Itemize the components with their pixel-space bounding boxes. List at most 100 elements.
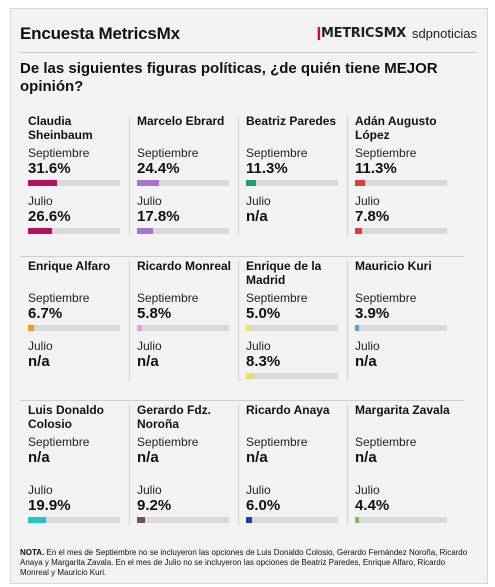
candidate-name: Margarita Zavala bbox=[355, 403, 450, 417]
julio-value: 17.8% bbox=[137, 208, 180, 225]
julio-label: Julio bbox=[137, 339, 162, 353]
septiembre-value: n/a bbox=[137, 449, 159, 466]
column-divider bbox=[347, 116, 348, 236]
candidate-name: Enrique Alfaro bbox=[28, 259, 111, 273]
column-divider bbox=[347, 261, 348, 381]
candidate-card: Mauricio Kuri Septiembre 3.9% Julio n/a bbox=[347, 257, 447, 393]
column-divider bbox=[129, 116, 130, 236]
candidate-card: Margarita Zavala Septiembre n/a Julio 4.4% bbox=[347, 401, 450, 537]
page-title: Encuesta MetricsMx bbox=[20, 24, 180, 43]
julio-value: n/a bbox=[28, 353, 50, 370]
septiembre-value: 11.3% bbox=[355, 160, 397, 177]
candidate-name: Gerardo Fdz. Noroña bbox=[137, 403, 212, 431]
candidate-card: Enrique de la Madrid Septiembre 5.0% Julio 8… bbox=[238, 257, 338, 393]
julio-bar bbox=[28, 228, 53, 234]
septiembre-bar bbox=[28, 325, 35, 331]
septiembre-label: Septiembre bbox=[137, 146, 199, 160]
julio-label: Julio bbox=[246, 194, 271, 208]
julio-value: 9.2% bbox=[137, 497, 172, 514]
septiembre-bar-track bbox=[28, 180, 120, 186]
julio-label: Julio bbox=[137, 483, 162, 497]
julio-label: Julio bbox=[28, 483, 53, 497]
septiembre-bar-track bbox=[137, 180, 229, 186]
column-divider bbox=[238, 405, 239, 525]
candidate-card: Ricardo Monreal Septiembre 5.8% Julio n/a bbox=[129, 257, 231, 393]
julio-bar bbox=[137, 228, 154, 234]
septiembre-bar-track bbox=[246, 325, 338, 331]
septiembre-bar bbox=[246, 180, 257, 186]
septiembre-label: Septiembre bbox=[246, 146, 308, 160]
septiembre-value: 5.8% bbox=[137, 305, 172, 322]
septiembre-bar bbox=[137, 325, 143, 331]
septiembre-bar-track bbox=[355, 325, 447, 331]
septiembre-label: Septiembre bbox=[246, 435, 308, 449]
brand-logos: ǀMETRICSMX sdpnoticias bbox=[316, 26, 477, 41]
julio-value: n/a bbox=[355, 353, 377, 370]
candidate-name: Ricardo Anaya bbox=[246, 403, 330, 417]
julio-label: Julio bbox=[28, 339, 53, 353]
candidate-card: Marcelo Ebrard Septiembre 24.4% Julio 17.8% bbox=[129, 112, 229, 248]
julio-bar-track bbox=[28, 517, 120, 523]
julio-value: 8.3% bbox=[246, 353, 281, 370]
septiembre-value: n/a bbox=[355, 449, 377, 466]
candidates-row-2: Enrique Alfaro Septiembre 6.7% Julio n/a Rica… bbox=[20, 256, 464, 381]
column-divider bbox=[238, 261, 239, 381]
septiembre-bar-track bbox=[246, 180, 338, 186]
candidate-name: Enrique de la Madrid bbox=[246, 259, 322, 287]
julio-value: 6.0% bbox=[246, 497, 281, 514]
septiembre-value: 5.0% bbox=[246, 305, 281, 322]
metricsmx-logo: ǀMETRICSMX bbox=[316, 26, 406, 41]
candidate-card: Adán Augusto López Septiembre 11.3% Julio 7.… bbox=[347, 112, 447, 248]
septiembre-value: 6.7% bbox=[28, 305, 63, 322]
septiembre-bar-track bbox=[137, 325, 229, 331]
candidate-name: Luis Donaldo Colosio bbox=[28, 403, 104, 431]
julio-bar-track bbox=[137, 517, 229, 523]
julio-label: Julio bbox=[137, 194, 162, 208]
julio-value: n/a bbox=[137, 353, 159, 370]
column-divider bbox=[347, 405, 348, 525]
survey-question: De las siguientes figuras políticas, ¿de… bbox=[20, 60, 438, 95]
julio-value: n/a bbox=[246, 208, 268, 225]
septiembre-bar bbox=[246, 325, 251, 331]
septiembre-bar-track bbox=[28, 325, 120, 331]
septiembre-value: n/a bbox=[246, 449, 268, 466]
julio-bar-track bbox=[355, 228, 447, 234]
candidate-name: Mauricio Kuri bbox=[355, 259, 432, 273]
septiembre-label: Septiembre bbox=[137, 291, 199, 305]
septiembre-label: Septiembre bbox=[28, 146, 90, 160]
septiembre-label: Septiembre bbox=[246, 291, 308, 305]
julio-bar bbox=[28, 517, 47, 523]
candidates-row-3: Luis Donaldo Colosio Septiembre n/a Julio 19… bbox=[20, 400, 464, 525]
septiembre-label: Septiembre bbox=[355, 146, 417, 160]
julio-label: Julio bbox=[246, 339, 271, 353]
candidate-name: Ricardo Monreal bbox=[137, 259, 232, 273]
julio-value: 26.6% bbox=[28, 208, 71, 225]
julio-label: Julio bbox=[246, 483, 271, 497]
julio-bar bbox=[137, 517, 146, 523]
candidate-name: Beatriz Paredes bbox=[246, 114, 337, 128]
candidate-card: Claudia Sheinbaum Septiembre 31.6% Julio 26.… bbox=[20, 112, 120, 248]
septiembre-label: Septiembre bbox=[355, 291, 417, 305]
candidate-name: Claudia Sheinbaum bbox=[28, 114, 93, 142]
infographic-card bbox=[10, 8, 488, 584]
footnote: NOTA. En el mes de Septiembre no se incl… bbox=[20, 548, 468, 577]
julio-label: Julio bbox=[355, 483, 380, 497]
septiembre-bar bbox=[355, 180, 366, 186]
julio-bar-track bbox=[28, 228, 120, 234]
column-divider bbox=[129, 261, 130, 381]
julio-label: Julio bbox=[355, 339, 380, 353]
septiembre-label: Septiembre bbox=[355, 435, 417, 449]
julio-label: Julio bbox=[355, 194, 380, 208]
candidate-name: Adán Augusto López bbox=[355, 114, 437, 142]
septiembre-value: 3.9% bbox=[355, 305, 390, 322]
header: Encuesta MetricsMx ǀMETRICSMX sdpnoticia… bbox=[20, 20, 477, 53]
septiembre-bar bbox=[137, 180, 160, 186]
julio-bar-track bbox=[137, 228, 229, 234]
septiembre-label: Septiembre bbox=[137, 435, 199, 449]
julio-value: 4.4% bbox=[355, 497, 390, 514]
septiembre-bar bbox=[28, 180, 58, 186]
julio-bar bbox=[355, 517, 360, 523]
julio-bar bbox=[246, 373, 254, 379]
column-divider bbox=[129, 405, 130, 525]
candidate-name: Marcelo Ebrard bbox=[137, 114, 225, 128]
